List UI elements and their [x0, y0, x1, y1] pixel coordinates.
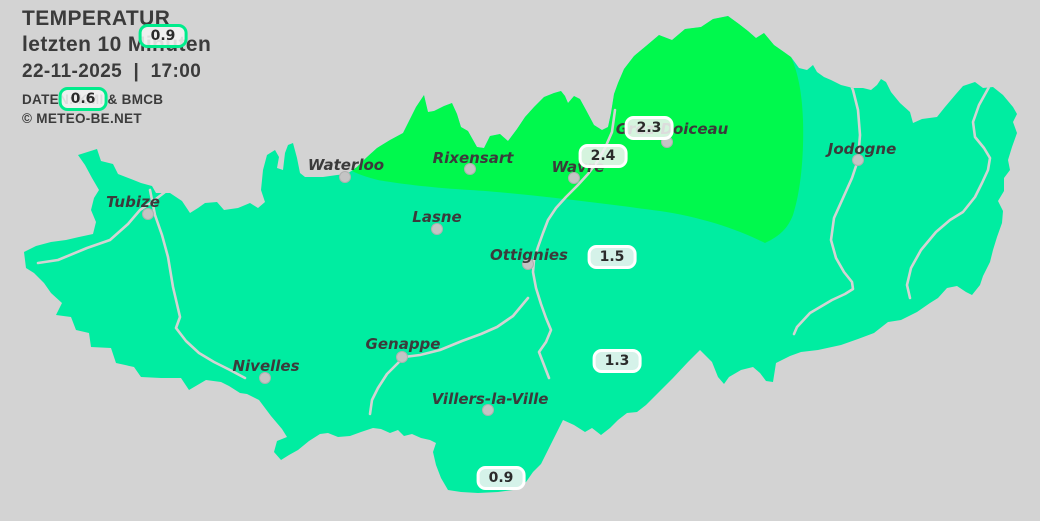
temp-badge-2: 0.6 — [58, 87, 108, 111]
city-dot — [852, 154, 864, 166]
temp-badge-5: 1.5 — [587, 245, 637, 269]
city-label-lasne: Lasne — [412, 208, 462, 226]
road-line — [792, 70, 862, 336]
city-label-waterloo: Waterloo — [307, 156, 385, 174]
copyright-label: © METEO-BE.NET — [22, 111, 142, 127]
city-dot — [142, 208, 154, 220]
data-source-label: DATEN: KMI & BMCB — [22, 92, 164, 108]
warm-region — [352, 16, 804, 243]
city-label-genappe: Genappe — [365, 335, 441, 353]
city-dot — [568, 172, 580, 184]
temp-badge-4: 2.4 — [578, 144, 628, 168]
temp-badge-1: 0.9 — [138, 24, 188, 48]
temp-badge-7: 0.9 — [476, 466, 526, 490]
datetime-label: 22-11-2025 | 17:00 — [22, 60, 202, 82]
city-label-rixensart: Rixensart — [432, 149, 514, 167]
city-dot — [396, 351, 408, 363]
city-label-tubize: Tubize — [106, 193, 160, 211]
temp-badge-3: 2.3 — [624, 116, 674, 140]
city-label-villers-la-ville: Villers-la-Ville — [431, 390, 549, 408]
road-line — [36, 190, 167, 265]
city-dot — [482, 404, 494, 416]
city-label-jodogne: Jodogne — [827, 140, 897, 158]
city-dot — [339, 171, 351, 183]
city-dot — [464, 163, 476, 175]
city-label-nivelles: Nivelles — [232, 357, 300, 375]
city-dot — [522, 258, 534, 270]
city-dot — [259, 372, 271, 384]
city-label-ottignies: Ottignies — [490, 246, 568, 264]
road-line — [148, 188, 247, 380]
road-line — [905, 85, 992, 300]
page-title: TEMPERATUR — [22, 7, 171, 30]
city-dot — [431, 223, 443, 235]
road-line — [368, 296, 530, 416]
temp-badge-6: 1.3 — [592, 349, 642, 373]
